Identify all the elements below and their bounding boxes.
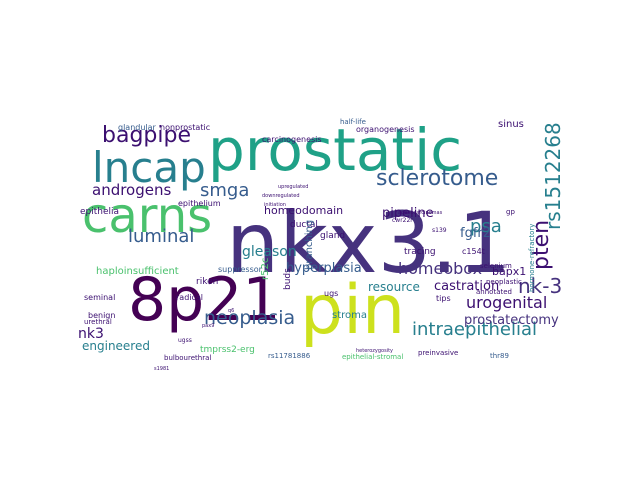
word-cwr22r: cwr22r: [392, 217, 413, 224]
word-luminal: luminal: [128, 226, 194, 247]
word-hyperplasia: hyperplasia: [286, 261, 362, 276]
word-seminal: seminal: [84, 293, 115, 302]
word-nkx3-1: nkx3.1: [226, 194, 511, 292]
word-ductal: ductal: [290, 220, 318, 230]
word-pipeline: pipeline: [382, 206, 434, 221]
word-suppressor: suppressor: [218, 265, 263, 274]
word-annotated: annotated: [476, 288, 512, 296]
word-tracing: tracing: [404, 247, 436, 257]
word-buds: buds: [283, 268, 293, 290]
word-glandular: glandular: [118, 123, 157, 132]
word-engineered: engineered: [82, 339, 150, 353]
word-urogenital: urogenital: [466, 293, 547, 312]
word-initiation: initiation: [264, 202, 286, 208]
word-radical: radical: [176, 293, 203, 302]
word-half-life: half-life: [340, 118, 366, 126]
word-carns: carns: [82, 188, 212, 244]
word-s1981: s1981: [154, 366, 169, 372]
word-pax9: pax9: [202, 323, 214, 329]
word-nk3: nk3: [78, 326, 104, 342]
word-nonprostatic: nonprostatic: [160, 123, 210, 132]
word-8p21: 8p21: [128, 265, 281, 335]
word-gleason: gleason: [242, 244, 297, 260]
word-homeodomain: homeodomain: [264, 204, 343, 217]
word-homeobox: homeobox: [398, 259, 482, 278]
word-tips: tips: [436, 294, 451, 303]
word-neoplastic: neoplastic: [486, 278, 522, 286]
word-r52c: r52c: [260, 258, 271, 280]
word-stroma: stroma: [332, 310, 367, 321]
word-benign: benign: [88, 311, 115, 320]
word-urethral: urethral: [84, 318, 112, 326]
word-rs11781886: rs11781886: [268, 352, 311, 360]
word-adenocarcinomas: adenocarcinomas: [398, 210, 443, 216]
word-gland: gland: [320, 231, 345, 241]
word-heterozygosity: heterozygosity: [356, 348, 393, 354]
word-nk-3: nk-3: [518, 274, 562, 298]
word-bagpipe: bagpipe: [102, 123, 191, 148]
word-sinus: sinus: [498, 119, 524, 130]
word-pten: pten: [529, 220, 554, 270]
word-ugs: ugs: [324, 289, 338, 298]
word-epithelial-stromal: epithelial-stromal: [342, 353, 403, 361]
word-pin: pin: [300, 271, 405, 350]
word-carcinogenesis: carcinogenesis: [262, 135, 322, 144]
word-haploinsufficient: haploinsufficient: [96, 266, 179, 277]
word-prostatectomy: prostatectomy: [464, 313, 559, 328]
word-epithelia: epithelia: [80, 207, 119, 217]
word-intraepithelial: intraepithelial: [412, 319, 537, 340]
word-lncap: lncap: [92, 143, 206, 192]
word-epithelium: epithelium: [178, 199, 221, 208]
word-thr89: thr89: [490, 352, 509, 360]
word-bapx1: bapx1: [492, 265, 526, 278]
word-preinvasive: preinvasive: [418, 349, 458, 357]
word-tmprss2-erg: tmprss2-erg: [200, 345, 255, 355]
word-c154t: c154t: [462, 247, 485, 256]
word-androgens: androgens: [92, 181, 171, 199]
word-q6: q6: [228, 308, 234, 314]
word-rs1512268: rs1512268: [541, 122, 565, 230]
word-upregulated: upregulated: [278, 184, 308, 190]
word-smga: smga: [200, 180, 249, 201]
word-psa: psa: [470, 216, 502, 237]
word-riken: riken: [196, 277, 218, 287]
word-castration: castration: [434, 279, 499, 294]
word-fgfr2: fgfr2: [460, 226, 491, 241]
word-hormone-refractory: hormone-refractory: [528, 224, 536, 292]
word-sclerotome: sclerotome: [376, 166, 498, 191]
word-bulbourethral: bulbourethral: [164, 354, 211, 362]
word-neoplasia: neoplasia: [204, 307, 295, 329]
word-organogenesis: organogenesis: [356, 125, 415, 134]
word-resource: resource: [368, 280, 420, 294]
word-ugss: ugss: [178, 337, 192, 344]
word-gp: gp: [506, 208, 515, 216]
word-branching: branching: [304, 220, 315, 270]
word-prostatic: prostatic: [208, 116, 462, 184]
word-downregulated: downregulated: [262, 193, 300, 199]
word-selenium: selenium: [480, 262, 512, 270]
word-s139: s139: [432, 227, 447, 234]
